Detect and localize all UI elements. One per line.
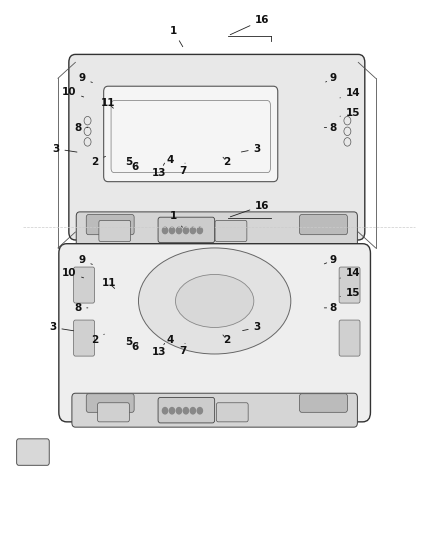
- Text: 15: 15: [340, 108, 360, 118]
- FancyBboxPatch shape: [339, 320, 360, 356]
- Ellipse shape: [138, 248, 291, 354]
- Text: 8: 8: [74, 123, 88, 133]
- Text: 14: 14: [340, 268, 360, 278]
- Text: 3: 3: [52, 144, 77, 154]
- Text: 3: 3: [241, 144, 261, 154]
- Circle shape: [197, 227, 202, 233]
- Text: 7: 7: [180, 163, 187, 176]
- Circle shape: [162, 408, 168, 414]
- Circle shape: [177, 408, 182, 414]
- FancyBboxPatch shape: [98, 403, 129, 422]
- Text: 5: 5: [125, 337, 132, 347]
- FancyBboxPatch shape: [76, 212, 357, 247]
- Text: 1: 1: [170, 211, 182, 227]
- Text: 9: 9: [78, 255, 92, 265]
- Circle shape: [197, 408, 202, 414]
- Text: 2: 2: [92, 156, 106, 166]
- Text: 8: 8: [74, 303, 88, 313]
- Text: 16: 16: [230, 15, 270, 35]
- Text: 6: 6: [132, 162, 139, 172]
- Text: 6: 6: [132, 342, 139, 352]
- Text: 16: 16: [230, 200, 270, 217]
- Text: 2: 2: [223, 157, 230, 166]
- FancyBboxPatch shape: [104, 86, 278, 182]
- Circle shape: [162, 227, 168, 233]
- Ellipse shape: [176, 274, 254, 327]
- FancyBboxPatch shape: [158, 217, 215, 243]
- FancyBboxPatch shape: [215, 220, 247, 241]
- FancyBboxPatch shape: [74, 320, 95, 356]
- Text: 11: 11: [102, 278, 117, 288]
- Circle shape: [190, 408, 195, 414]
- Text: 13: 13: [152, 163, 166, 178]
- FancyBboxPatch shape: [339, 267, 360, 303]
- FancyBboxPatch shape: [99, 220, 131, 241]
- Text: 10: 10: [62, 86, 84, 97]
- Text: 2: 2: [223, 335, 230, 345]
- FancyBboxPatch shape: [72, 393, 357, 427]
- Text: 5: 5: [125, 157, 132, 166]
- Text: 4: 4: [166, 156, 174, 165]
- FancyBboxPatch shape: [300, 394, 347, 413]
- Text: 8: 8: [324, 303, 337, 313]
- Text: 4: 4: [166, 335, 174, 345]
- Circle shape: [170, 227, 175, 233]
- Text: 14: 14: [340, 87, 360, 98]
- FancyBboxPatch shape: [59, 244, 371, 422]
- Text: 9: 9: [325, 73, 336, 83]
- Text: 11: 11: [101, 98, 115, 108]
- Circle shape: [184, 227, 188, 233]
- Text: 10: 10: [62, 268, 84, 278]
- FancyBboxPatch shape: [69, 54, 365, 240]
- FancyBboxPatch shape: [300, 215, 347, 235]
- Text: 15: 15: [340, 288, 360, 298]
- Text: 7: 7: [180, 343, 187, 357]
- Circle shape: [184, 408, 188, 414]
- Text: 1: 1: [170, 26, 183, 47]
- Text: 13: 13: [152, 343, 166, 358]
- Text: 9: 9: [324, 255, 336, 265]
- Text: 3: 3: [243, 322, 261, 333]
- Circle shape: [190, 227, 195, 233]
- FancyBboxPatch shape: [17, 439, 49, 465]
- FancyBboxPatch shape: [74, 267, 95, 303]
- Circle shape: [177, 227, 182, 233]
- FancyBboxPatch shape: [216, 403, 248, 422]
- Text: 3: 3: [49, 322, 74, 333]
- Text: 9: 9: [78, 73, 92, 83]
- Text: 8: 8: [324, 123, 337, 133]
- FancyBboxPatch shape: [158, 398, 215, 423]
- Text: 2: 2: [92, 334, 104, 345]
- FancyBboxPatch shape: [86, 394, 134, 413]
- Circle shape: [170, 408, 175, 414]
- FancyBboxPatch shape: [86, 215, 134, 235]
